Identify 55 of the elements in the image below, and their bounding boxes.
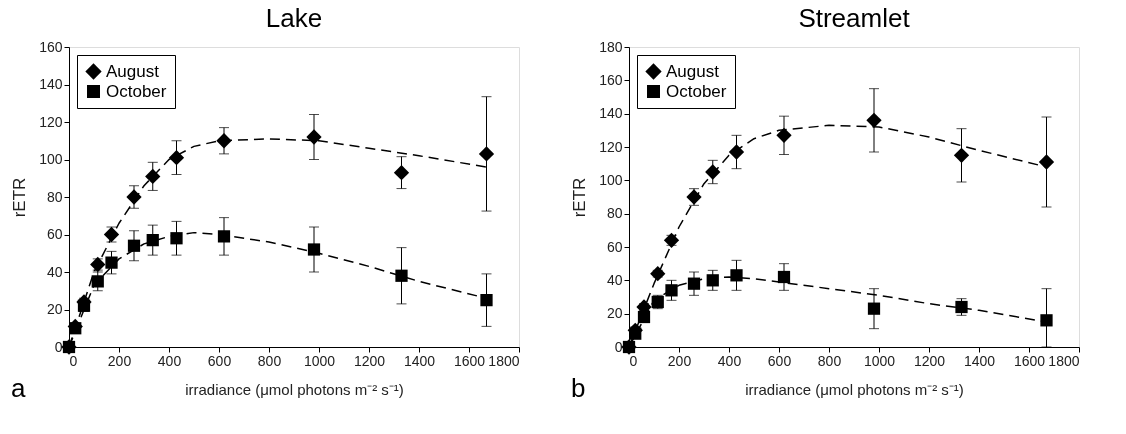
x-tick-label: 400	[717, 352, 742, 369]
legend-label: October	[106, 81, 167, 101]
x-tick-label: 1800	[1048, 352, 1080, 369]
y-tick-label: 120	[599, 138, 623, 155]
chart-title: Streamlet	[798, 3, 911, 33]
y-tick-label: 40	[46, 263, 63, 280]
y-tick-label: 120	[39, 113, 63, 130]
x-tick-label: 600	[767, 352, 792, 369]
x-axis-title: irradiance (μmol photons m⁻² s⁻¹)	[745, 380, 964, 398]
y-tick-label: 160	[599, 71, 623, 88]
x-tick-label: 200	[667, 352, 692, 369]
y-tick-label: 160	[39, 38, 63, 55]
x-tick-label: 800	[257, 352, 282, 369]
y-axis-title: rETR	[10, 177, 30, 218]
y-axis-title: rETR	[570, 177, 590, 218]
y-tick-label: 80	[46, 188, 63, 205]
y-tick-label: 100	[39, 151, 63, 167]
x-tick-label: 800	[817, 352, 842, 369]
y-tick-label: 60	[46, 226, 63, 242]
text: a	[11, 373, 26, 403]
chart-title: Lake	[265, 3, 323, 33]
y-tick-label: 180	[599, 38, 623, 55]
y-tick-label: 140	[599, 105, 623, 122]
y-tick-label: 20	[606, 305, 623, 322]
x-tick-label: 0	[69, 352, 78, 369]
x-tick-label: 1800	[488, 352, 520, 369]
x-tick-label: 1400	[403, 352, 436, 369]
x-tick-label: 1600	[453, 352, 486, 369]
point	[480, 294, 493, 307]
y-tick-label: 0	[54, 338, 63, 355]
x-axis-title: irradiance (μmol photons m⁻² s⁻¹)	[185, 380, 404, 398]
legend-label: August	[666, 61, 720, 81]
text: b	[571, 373, 586, 403]
x-tick-label: 1200	[913, 352, 946, 369]
x-tick-label: 1000	[303, 352, 336, 369]
y-tick-label: 80	[606, 205, 623, 222]
y-tick-label: 20	[46, 301, 63, 317]
legend-label: October	[666, 81, 727, 101]
y-tick-label: 100	[599, 171, 623, 188]
y-tick-label: 140	[39, 76, 63, 92]
y-tick-label: 40	[606, 271, 623, 288]
legend-label: August	[106, 61, 160, 81]
x-tick-label: 1200	[353, 352, 386, 369]
point	[478, 146, 495, 162]
x-tick-label: 1600	[1013, 352, 1046, 369]
x-tick-label: 0	[629, 352, 638, 369]
y-tick-label: 60	[606, 238, 623, 255]
point	[1038, 154, 1055, 170]
x-tick-label: 1000	[863, 352, 896, 369]
point	[1040, 314, 1053, 327]
y-tick-label: 0	[614, 338, 623, 355]
x-tick-label: 400	[157, 352, 182, 369]
x-tick-label: 200	[107, 352, 132, 369]
x-tick-label: 600	[207, 352, 232, 369]
x-tick-label: 1400	[963, 352, 996, 369]
